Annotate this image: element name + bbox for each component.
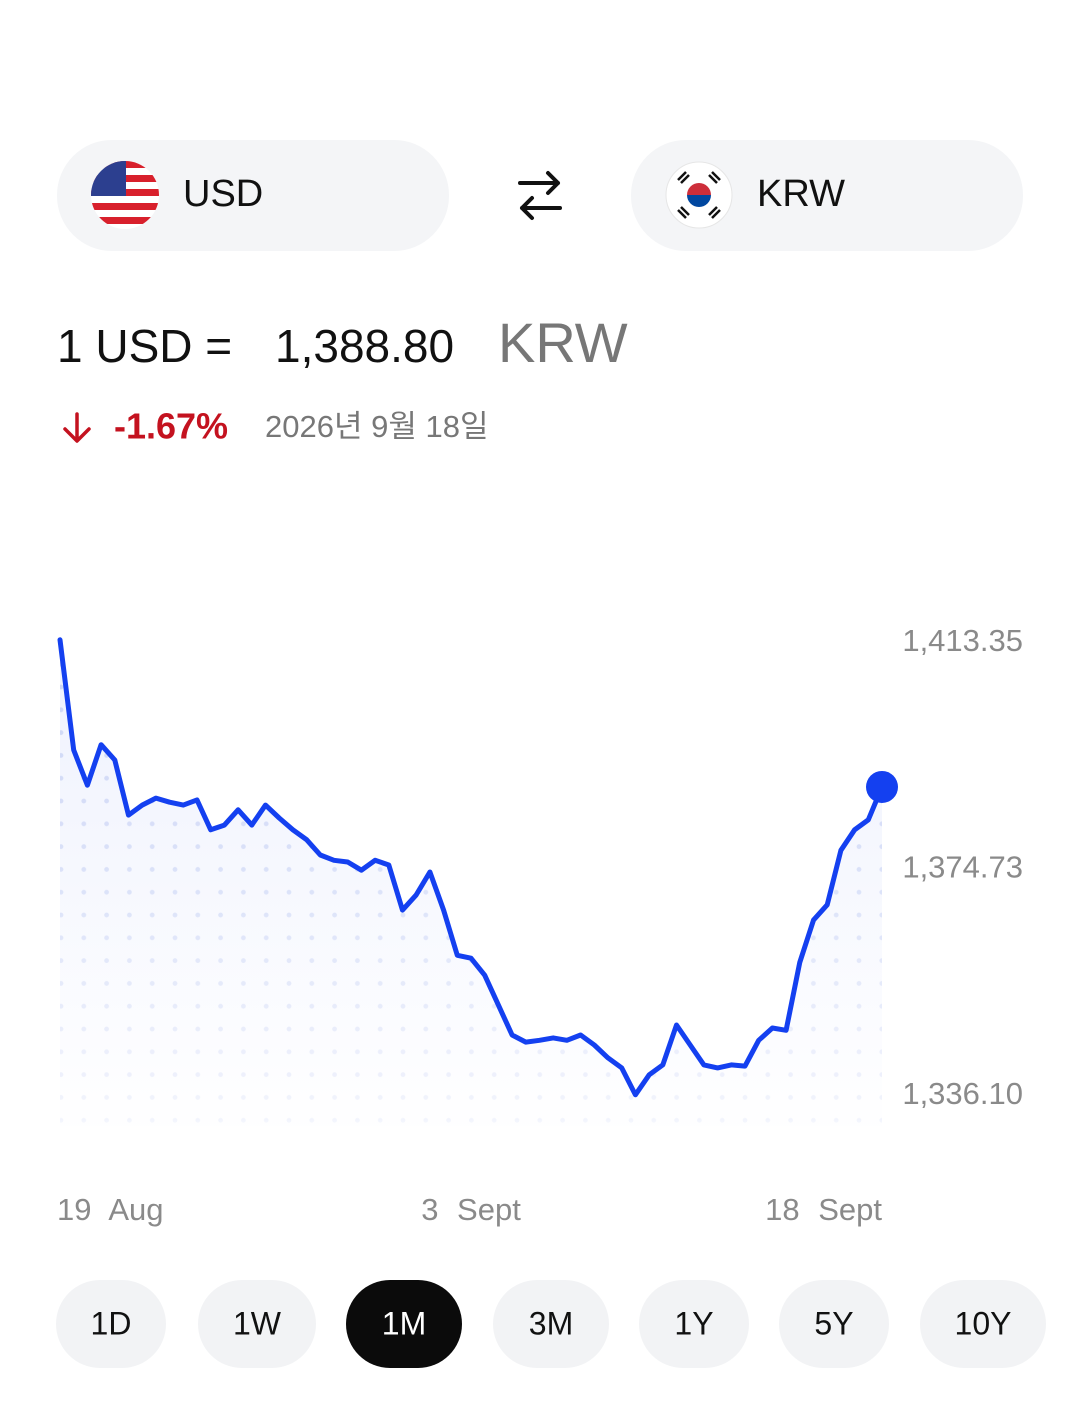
rate-base: 1 USD =	[57, 320, 232, 372]
range-button[interactable]	[920, 1280, 1046, 1368]
line	[57, 637, 885, 1098]
range-label[interactable]: 10Y	[955, 1305, 1012, 1341]
range-label[interactable]: 1W	[233, 1305, 282, 1341]
rate-value: 1,388.80	[275, 320, 454, 372]
area-dots	[60, 639, 882, 1140]
pill[interactable]	[631, 140, 1023, 251]
kr-flag	[665, 161, 733, 229]
down-arrow	[63, 412, 91, 443]
range-label[interactable]: 5Y	[814, 1305, 853, 1341]
x-tick-label: 19 Aug	[57, 1192, 164, 1227]
range-button[interactable]	[639, 1280, 749, 1368]
range-label[interactable]: 1D	[91, 1305, 132, 1341]
range-button[interactable]	[493, 1280, 609, 1368]
range-button[interactable]	[346, 1280, 462, 1368]
swap-arrow	[518, 171, 560, 195]
range-label[interactable]: 1Y	[674, 1305, 713, 1341]
range-button[interactable]	[198, 1280, 316, 1368]
x-tick-label: 18 Sept	[765, 1192, 882, 1227]
us-flag	[91, 161, 159, 229]
last-point	[866, 770, 898, 803]
swap-arrow	[520, 196, 562, 220]
range-selector: 1D 1W 1M 3M 1Y 5Y 10Y	[56, 1280, 1046, 1368]
range-label[interactable]: 3M	[529, 1305, 573, 1341]
y-tick-label: 1,374.73	[902, 850, 1023, 885]
x-tick-label: 3 Sept	[421, 1192, 521, 1227]
from-currency[interactable]: USD	[57, 140, 449, 251]
currency-code: USD	[183, 173, 263, 215]
swap-button[interactable]	[518, 171, 562, 220]
currency-code: KRW	[757, 173, 845, 215]
rate-quote: KRW	[498, 311, 628, 374]
change-percent: -1.67%	[114, 406, 228, 447]
change-date: 2026년 9월 18일	[265, 409, 488, 444]
range-button[interactable]	[56, 1280, 166, 1368]
range-button[interactable]	[779, 1280, 889, 1368]
pill[interactable]	[57, 140, 449, 251]
to-currency[interactable]: KRW	[631, 140, 1023, 251]
chart: 1,413.35 1,374.73 1,336.10 19 Aug 3 Sept 18 S…	[57, 623, 1023, 1227]
y-tick-label: 1,413.35	[902, 623, 1023, 658]
y-tick-label: 1,336.10	[902, 1076, 1023, 1111]
range-label[interactable]: 1M	[382, 1305, 426, 1341]
